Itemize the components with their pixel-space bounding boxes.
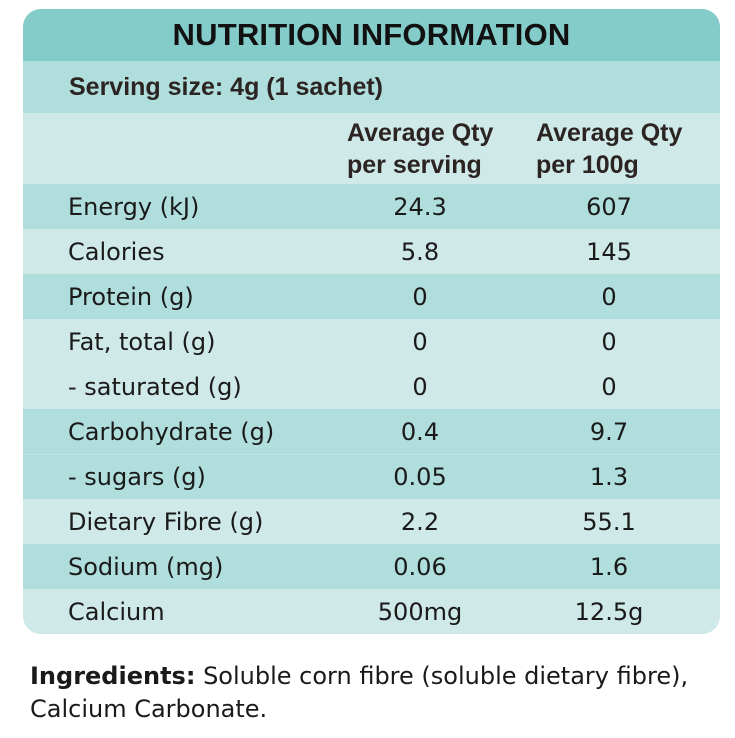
column-header-line: Average Qty [536,119,683,147]
row-per-100g: 1.3 [589,463,629,491]
row-per-100g: 1.6 [589,552,629,581]
table-row-dietary-fibre: Dietary Fibre (g) 2.2 55.1 [23,499,720,544]
row-label: Dietary Fibre (g) [68,507,264,536]
row-label: Calories [68,237,165,266]
table-row-energy: Energy (kJ) 24.3 607 [23,184,720,229]
serving-size: Serving size: 4g (1 sachet) [23,61,720,113]
row-label: - sugars (g) [68,463,206,491]
row-label: Carbohydrate (g) [68,417,275,446]
row-per-100g: 0 [601,372,617,401]
row-per-serving: 0 [412,372,428,401]
nutrition-panel: NUTRITION INFORMATION Serving size: 4g (… [23,9,720,634]
ingredients-list: Soluble corn fibre (soluble dietary fibr… [30,662,689,723]
column-header-per-100g: Average Qty per 100g [536,117,682,181]
table-row-saturated: - saturated (g) 0 0 [23,364,720,409]
row-per-100g: 12.5g [574,597,644,626]
row-per-serving: 0 [412,327,428,356]
column-header-line: per serving [347,151,482,179]
row-per-100g: 9.7 [589,417,629,446]
table-row-protein: Protein (g) 0 0 [23,274,720,319]
row-per-serving: 5.8 [400,237,440,266]
ingredients-text: Ingredients: Soluble corn fibre (soluble… [30,660,720,726]
column-headers: Average Qty per serving Average Qty per … [23,113,720,184]
row-label: Fat, total (g) [68,327,216,356]
row-per-serving: 0 [412,282,428,311]
table-row-calcium: Calcium 500mg 12.5g [23,589,720,634]
row-per-serving: 0.05 [393,463,447,491]
panel-title: NUTRITION INFORMATION [23,9,720,61]
row-label: Calcium [68,597,165,626]
column-header-line: Average Qty [347,119,494,147]
table-row-carbohydrate: Carbohydrate (g) 0.4 9.7 [23,409,720,454]
table-row-sugars: - sugars (g) 0.05 1.3 [23,454,720,499]
row-label: Energy (kJ) [68,192,200,221]
row-per-100g: 55.1 [582,507,636,536]
row-per-serving: 500mg [377,597,463,626]
row-per-serving: 0.4 [400,417,440,446]
table-row-calories: Calories 5.8 145 [23,229,720,274]
row-per-serving: 2.2 [400,507,440,536]
row-label: Sodium (mg) [68,552,224,581]
table-row-sodium: Sodium (mg) 0.06 1.6 [23,544,720,589]
row-per-serving: 24.3 [393,192,447,221]
column-header-line: per 100g [536,151,639,179]
row-label: Protein (g) [68,282,194,311]
column-header-per-serving: Average Qty per serving [347,117,493,181]
row-per-serving: 0.06 [393,552,447,581]
row-per-100g: 0 [601,327,617,356]
row-per-100g: 145 [586,237,632,266]
table-row-fat-total: Fat, total (g) 0 0 [23,319,720,364]
row-label: - saturated (g) [68,372,242,401]
ingredients-label: Ingredients: [30,662,196,690]
row-per-100g: 0 [601,282,617,311]
row-per-100g: 607 [586,192,632,221]
